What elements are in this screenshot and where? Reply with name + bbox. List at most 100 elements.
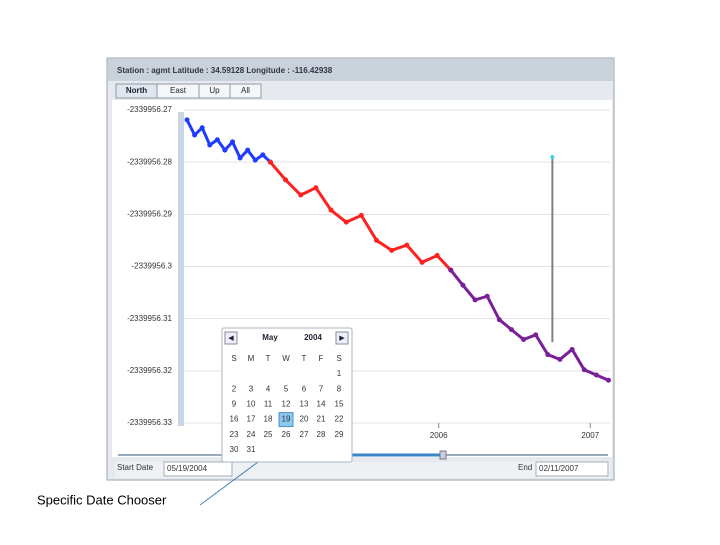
weekday: W (282, 354, 290, 363)
point (237, 155, 243, 161)
weekday: S (231, 354, 236, 363)
day[interactable]: 2 (232, 384, 237, 393)
tab-label: Up (209, 86, 220, 95)
point (343, 219, 349, 225)
day[interactable]: 31 (247, 445, 256, 454)
y-tick-label: -2339956.28 (127, 157, 172, 166)
day[interactable]: 7 (319, 384, 324, 393)
point (298, 192, 304, 198)
end-value: 02/11/2007 (539, 464, 579, 473)
point (207, 142, 213, 148)
day[interactable]: 24 (247, 430, 256, 439)
point (581, 367, 587, 373)
prev-arrow: ◀ (228, 335, 234, 342)
day[interactable]: 11 (264, 400, 273, 409)
point (508, 327, 514, 333)
day[interactable]: 21 (317, 415, 326, 424)
plot-panel (112, 100, 612, 457)
day[interactable]: 28 (317, 430, 326, 439)
point (222, 147, 228, 153)
day[interactable]: 8 (337, 384, 342, 393)
y-tick-label: -2339956.27 (127, 105, 172, 114)
day[interactable]: 25 (264, 430, 273, 439)
day[interactable]: 6 (302, 384, 307, 393)
day[interactable]: 3 (249, 384, 254, 393)
slider-handle[interactable] (439, 450, 447, 460)
y-tick-label: -2339956.3 (132, 262, 173, 271)
day[interactable]: 20 (300, 415, 309, 424)
point (404, 242, 410, 248)
day[interactable]: 15 (335, 400, 344, 409)
start-input[interactable] (163, 461, 233, 477)
point (199, 125, 205, 131)
day[interactable]: 5 (284, 384, 289, 393)
point (550, 154, 555, 159)
day[interactable]: 1 (337, 369, 342, 378)
footer-bar (115, 462, 610, 478)
day[interactable]: 10 (247, 400, 256, 409)
point (358, 212, 364, 218)
end-label: End (518, 463, 532, 472)
day[interactable]: 12 (282, 400, 291, 409)
point (605, 377, 611, 383)
day[interactable]: 19 (282, 415, 291, 424)
day[interactable]: 16 (230, 415, 239, 424)
x-tick-label: 2007 (581, 431, 599, 440)
year: 2004 (304, 333, 322, 342)
axis-bar (178, 112, 184, 426)
tab-label: North (126, 86, 147, 95)
day[interactable]: 9 (232, 400, 237, 409)
point (260, 152, 266, 158)
point (545, 352, 551, 358)
point (460, 282, 466, 288)
next-arrow: ▶ (339, 335, 345, 342)
tab-label: All (241, 86, 250, 95)
day[interactable]: 27 (300, 430, 309, 439)
weekday: T (302, 354, 307, 363)
day[interactable]: 29 (335, 430, 344, 439)
calendar-popup (221, 327, 353, 463)
y-tick-label: -2339956.32 (127, 366, 172, 375)
day[interactable]: 13 (300, 400, 309, 409)
start-label: Start Date (117, 463, 154, 472)
end-input[interactable] (535, 461, 609, 477)
point (521, 337, 527, 343)
prev-button[interactable] (224, 331, 238, 345)
title-bar (108, 59, 613, 81)
point (484, 293, 490, 299)
point (230, 139, 236, 145)
x-tick-label: 2006 (430, 431, 448, 440)
y-tick-label: -2339956.29 (127, 209, 172, 218)
title: Station : agmt Latitude : 34.59128 Longi… (117, 66, 333, 75)
callout-text: Specific Date Chooser (37, 492, 167, 507)
next-button[interactable] (335, 331, 349, 345)
point (434, 253, 440, 259)
point (419, 259, 425, 265)
point (472, 297, 478, 303)
point (192, 132, 198, 138)
point (448, 267, 454, 273)
point (252, 157, 258, 163)
weekday: M (248, 354, 255, 363)
month: May (262, 333, 278, 342)
tab[interactable] (229, 83, 262, 99)
day[interactable]: 4 (266, 384, 271, 393)
weekday: F (319, 354, 324, 363)
day[interactable]: 23 (230, 430, 239, 439)
point (184, 117, 190, 123)
point (214, 137, 220, 143)
point (328, 207, 334, 213)
point (245, 147, 251, 153)
day[interactable]: 26 (282, 430, 291, 439)
day[interactable]: 17 (247, 415, 256, 424)
day[interactable]: 30 (230, 445, 239, 454)
point (569, 346, 575, 352)
start-value: 05/19/2004 (167, 464, 208, 473)
day[interactable]: 14 (317, 400, 326, 409)
day[interactable]: 18 (264, 415, 273, 424)
day[interactable]: 22 (335, 415, 344, 424)
tab-label: East (170, 86, 187, 95)
y-tick-label: -2339956.31 (127, 314, 172, 323)
point (283, 177, 289, 183)
